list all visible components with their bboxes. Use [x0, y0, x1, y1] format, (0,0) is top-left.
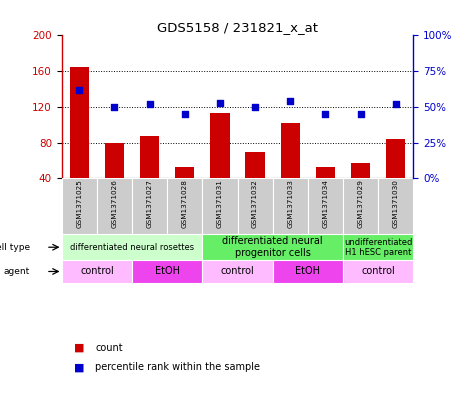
Text: count: count [95, 343, 123, 353]
Text: percentile rank within the sample: percentile rank within the sample [95, 362, 260, 373]
Text: GSM1371028: GSM1371028 [182, 179, 188, 228]
Bar [343, 178, 378, 235]
Text: control: control [220, 266, 255, 276]
Text: GSM1371033: GSM1371033 [287, 179, 293, 228]
Point [251, 104, 259, 110]
Text: undifferentiated
H1 hESC parent: undifferentiated H1 hESC parent [344, 237, 412, 257]
Bar [132, 178, 167, 235]
Bar [105, 143, 124, 178]
Text: control: control [361, 266, 395, 276]
Text: ■: ■ [74, 362, 84, 373]
Bar [62, 235, 202, 260]
Bar [246, 152, 265, 178]
Bar [281, 123, 300, 178]
Bar [70, 67, 89, 178]
Point [181, 111, 189, 117]
Bar [378, 178, 413, 235]
Text: differentiated neural
progenitor cells: differentiated neural progenitor cells [222, 237, 323, 258]
Bar [132, 260, 202, 283]
Point [357, 111, 364, 117]
Bar [62, 260, 132, 283]
Bar [140, 136, 159, 178]
Text: agent: agent [4, 267, 30, 276]
Bar [308, 178, 343, 235]
Bar [343, 260, 413, 283]
Bar [210, 113, 229, 178]
Text: control: control [80, 266, 114, 276]
Bar [386, 139, 405, 178]
Bar [343, 235, 413, 260]
Point [111, 104, 118, 110]
Bar [202, 235, 343, 260]
Point [322, 111, 329, 117]
Point [216, 99, 224, 106]
Bar [202, 178, 238, 235]
Point [76, 86, 83, 93]
Text: cell type: cell type [0, 243, 30, 252]
Text: GSM1371029: GSM1371029 [358, 179, 363, 228]
Text: GSM1371025: GSM1371025 [76, 179, 82, 228]
Text: ■: ■ [74, 343, 84, 353]
Bar [273, 260, 343, 283]
Bar [316, 167, 335, 178]
Text: GSM1371026: GSM1371026 [112, 179, 117, 228]
Text: EtOH: EtOH [295, 266, 320, 276]
Bar [175, 167, 194, 178]
Point [286, 98, 294, 104]
Bar [97, 178, 132, 235]
Text: GSM1371032: GSM1371032 [252, 179, 258, 228]
Text: EtOH: EtOH [155, 266, 180, 276]
Text: GSM1371030: GSM1371030 [393, 179, 399, 228]
Text: GSM1371027: GSM1371027 [147, 179, 152, 228]
Point [392, 101, 399, 107]
Bar [238, 178, 273, 235]
Text: GSM1371034: GSM1371034 [323, 179, 328, 228]
Bar [273, 178, 308, 235]
Bar [167, 178, 202, 235]
Point [146, 101, 153, 107]
Bar [62, 178, 97, 235]
Bar [351, 163, 370, 178]
Title: GDS5158 / 231821_x_at: GDS5158 / 231821_x_at [157, 21, 318, 34]
Text: GSM1371031: GSM1371031 [217, 179, 223, 228]
Text: differentiated neural rosettes: differentiated neural rosettes [70, 243, 194, 252]
Bar [202, 260, 273, 283]
